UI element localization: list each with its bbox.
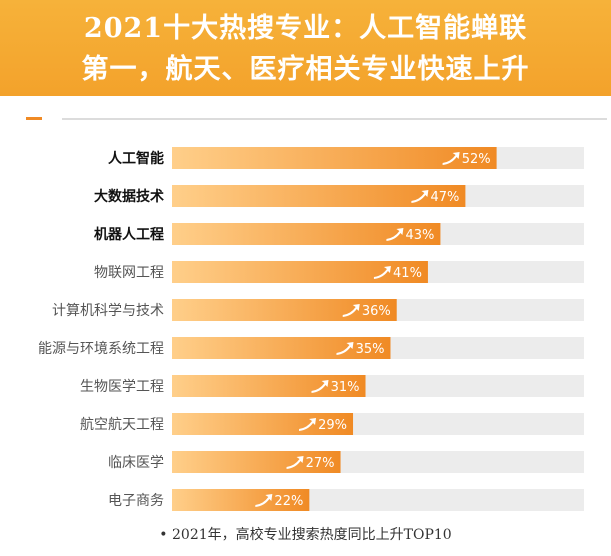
value-label: 31% — [331, 380, 360, 395]
value-label: 27% — [306, 456, 335, 471]
category-label: 生物医学工程 — [80, 379, 164, 395]
bar — [172, 261, 428, 283]
category-label: 机器人工程 — [94, 226, 164, 243]
value-label: 29% — [318, 418, 347, 433]
bar — [172, 147, 497, 169]
category-label: 能源与环境系统工程 — [38, 341, 164, 357]
category-label: 人工智能 — [108, 150, 164, 167]
rising-trend-arrow-icon — [286, 456, 304, 469]
category-label: 航空航天工程 — [80, 417, 164, 433]
bar — [172, 223, 441, 245]
rising-trend-arrow-icon — [411, 190, 429, 203]
rising-trend-arrow-icon — [299, 418, 317, 431]
rising-trend-arrow-icon — [442, 152, 460, 165]
footnote: • 2021年，高校专业搜索热度同比上升TOP10 — [159, 527, 452, 543]
category-label: 临床医学 — [108, 455, 164, 471]
value-label: 41% — [393, 266, 422, 281]
bar — [172, 299, 397, 321]
divider-accent — [26, 117, 42, 120]
header-banner: 2021十大热搜专业：人工智能蝉联 第一，航天、医疗相关专业快速上升 — [0, 0, 611, 96]
rising-trend-arrow-icon — [386, 228, 404, 241]
value-label: 43% — [406, 228, 435, 243]
page-title-line2: 第一，航天、医疗相关专业快速上升 — [81, 54, 530, 85]
rising-trend-arrow-icon — [373, 266, 391, 279]
bar — [172, 413, 354, 435]
rising-trend-arrow-icon — [342, 304, 360, 317]
bar — [172, 337, 391, 359]
bar — [172, 451, 341, 473]
category-label: 计算机科学与技术 — [52, 303, 164, 319]
value-label: 22% — [274, 494, 303, 509]
divider-line — [62, 118, 607, 120]
bar — [172, 185, 466, 207]
bar — [172, 489, 310, 511]
value-label: 35% — [356, 342, 385, 357]
rising-trend-arrow-icon — [336, 342, 354, 355]
value-label: 36% — [362, 304, 391, 319]
category-label: 大数据技术 — [94, 188, 164, 205]
page-title-line1: 2021十大热搜专业：人工智能蝉联 — [83, 13, 528, 44]
value-label: 47% — [430, 190, 459, 205]
rising-trend-arrow-icon — [255, 494, 273, 507]
bar-chart: 人工智能 52% 大数据技术 47% 机器人工程 43% 物联网工程 41% 计算机科学与技术 3… — [38, 147, 584, 511]
category-label: 电子商务 — [108, 493, 164, 509]
category-label: 物联网工程 — [94, 265, 164, 281]
value-label: 52% — [462, 152, 491, 167]
rising-trend-arrow-icon — [311, 380, 329, 393]
